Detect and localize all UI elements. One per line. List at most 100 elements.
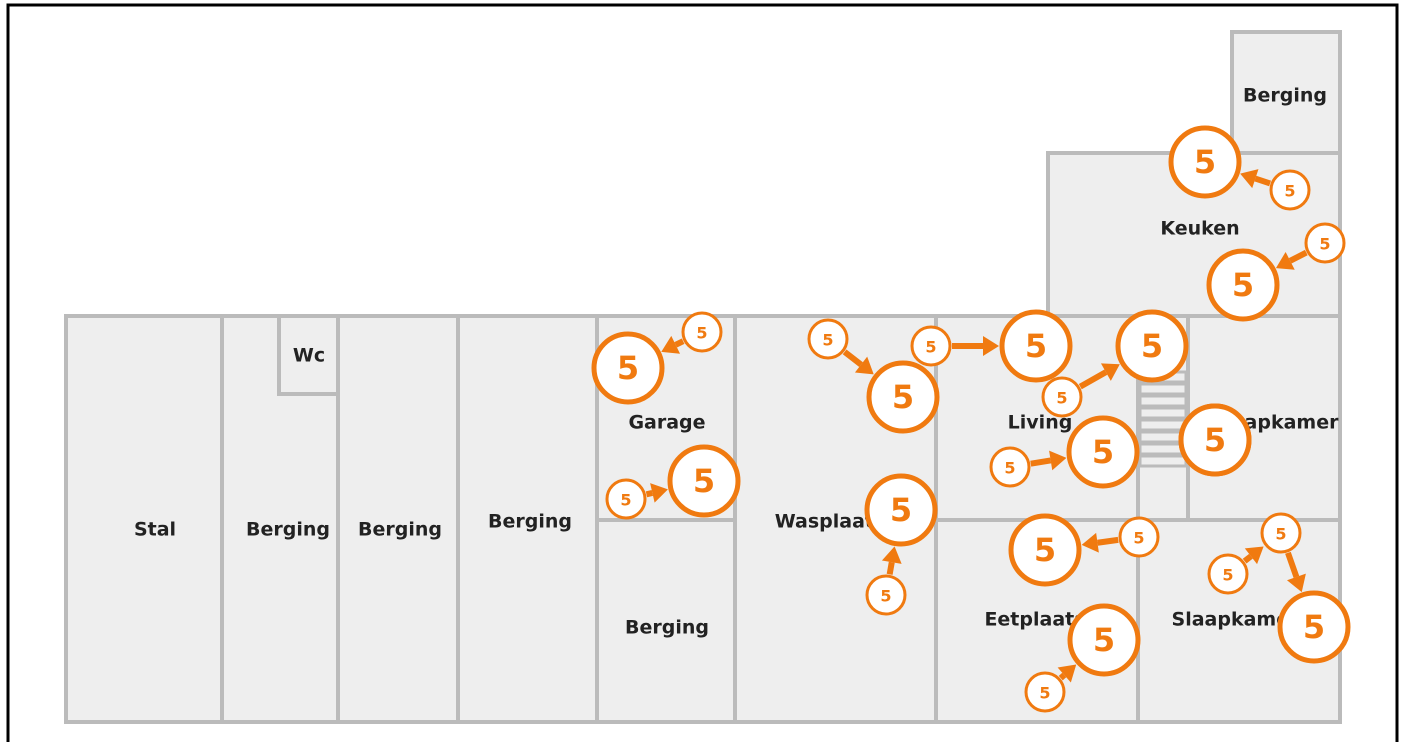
room-label: Living: [1008, 412, 1073, 434]
arrow-head: [1287, 573, 1306, 593]
marker-circle: [1024, 671, 1066, 713]
marker-value: 5: [1141, 327, 1163, 365]
arrow-head: [1057, 664, 1077, 683]
marker-circle: [864, 473, 938, 547]
marker-circle: [1066, 415, 1140, 489]
marker-circle: [866, 360, 940, 434]
marker-circle: [591, 331, 665, 405]
arrow: [1058, 672, 1067, 681]
marker-value: 5: [1222, 566, 1233, 585]
room: [1230, 30, 1342, 155]
stair-step: [1138, 406, 1188, 420]
marker-circle: [1115, 309, 1189, 383]
arrow: [886, 561, 895, 575]
marker-circle: [989, 446, 1031, 488]
marker-circle: [1168, 125, 1242, 199]
arrow: [1288, 249, 1308, 264]
room-label: Berging: [488, 511, 572, 533]
room-label: Wasplaats: [775, 511, 886, 533]
marker-circle: [1207, 553, 1249, 595]
marker-value: 5: [822, 331, 833, 350]
room-label: Berging: [358, 519, 442, 541]
marker-circle: [807, 318, 849, 360]
marker-circle: [681, 311, 723, 353]
marker-value: 5: [620, 491, 631, 510]
marker-value: 5: [1093, 621, 1115, 659]
marker-value: 5: [1133, 529, 1144, 548]
marker-value: 5: [1056, 389, 1067, 408]
marker-value: 5: [1204, 421, 1226, 459]
arrow: [842, 349, 863, 367]
arrow-head: [983, 336, 999, 356]
room-label: Slaapkamer: [1172, 609, 1300, 631]
stairs: [1138, 370, 1188, 468]
arrow-head: [1244, 546, 1264, 565]
room: [64, 314, 224, 724]
arrow: [645, 489, 654, 498]
arrow: [1030, 457, 1052, 467]
marker-value: 5: [1284, 182, 1295, 201]
arrow-head: [1100, 363, 1120, 381]
room-label: Berging: [625, 617, 709, 639]
stair-step: [1138, 418, 1188, 432]
markers: 555555555555555555555555555: [591, 125, 1351, 713]
marker-value: 5: [693, 462, 715, 500]
arrow: [1254, 175, 1271, 187]
room-labels: Stal Berging Wc Berging Berging Garage Berging…: [134, 85, 1339, 639]
stair-step: [1138, 454, 1188, 468]
marker-value: 5: [880, 587, 891, 606]
arrow-head: [854, 356, 874, 375]
marker-value: 5: [1004, 459, 1015, 478]
marker-circle: [999, 309, 1073, 383]
arrow-head: [881, 546, 902, 564]
arrow: [1078, 369, 1108, 390]
marker-circle: [1118, 516, 1160, 558]
stair-step: [1138, 382, 1188, 396]
stair-step: [1138, 394, 1188, 408]
marker-circle: [1178, 403, 1252, 477]
marker-circle: [1067, 603, 1141, 677]
marker-value: 5: [1025, 327, 1047, 365]
marker-circle: [1277, 590, 1351, 664]
marker-circle: [1260, 512, 1302, 554]
marker-value: 5: [890, 491, 912, 529]
arrow: [674, 338, 685, 348]
marker-value: 5: [1232, 266, 1254, 304]
marker-circle: [1269, 169, 1311, 211]
marker-value: 5: [1039, 684, 1050, 703]
arrow-head: [1081, 532, 1099, 553]
marker-circle: [1304, 222, 1346, 264]
room: [456, 314, 599, 724]
room-label: Berging: [246, 519, 330, 541]
marker-value: 5: [1275, 525, 1286, 544]
arrow: [1242, 553, 1253, 564]
room-label: Wc: [293, 345, 325, 367]
arrow: [1097, 536, 1119, 546]
room-label: Eetplaats: [984, 609, 1085, 631]
arrow: [1285, 551, 1300, 578]
marker-circle: [1008, 513, 1082, 587]
marker-circle: [667, 444, 741, 518]
room-label: Keuken: [1160, 218, 1239, 240]
room-label: Berging: [1243, 85, 1327, 107]
marker-circle: [1041, 376, 1083, 418]
marker-value: 5: [1034, 531, 1056, 569]
room-label: Stal: [134, 519, 176, 541]
room-label: Garage: [628, 412, 705, 434]
marker-value: 5: [1092, 433, 1114, 471]
marker-value: 5: [617, 349, 639, 387]
marker-value: 5: [1319, 235, 1330, 254]
marker-circle: [865, 574, 907, 616]
arrow-head: [1049, 450, 1067, 471]
marker-value: 5: [1303, 608, 1325, 646]
marker-circle: [910, 325, 952, 367]
marker-value: 5: [892, 378, 914, 416]
arrow-head: [650, 483, 668, 503]
marker-value: 5: [696, 324, 707, 343]
arrow-head: [1240, 169, 1259, 189]
room: [277, 314, 340, 396]
marker-value: 5: [925, 338, 936, 357]
marker-circle: [1206, 248, 1280, 322]
arrow-head: [1275, 251, 1295, 270]
